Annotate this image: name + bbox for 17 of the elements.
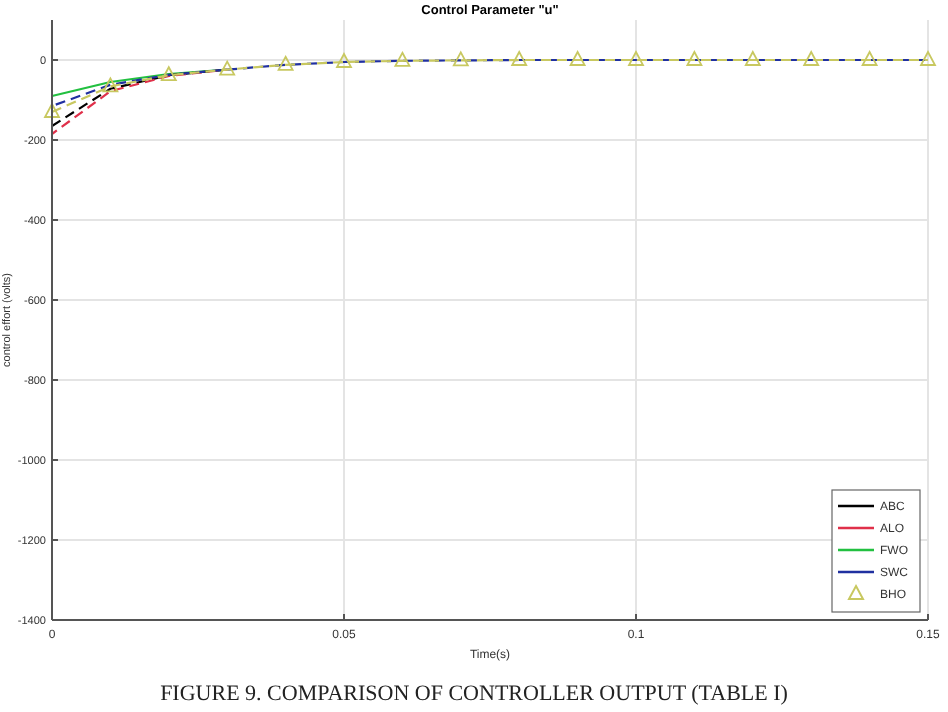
point (44, 103, 60, 118)
point (160, 66, 177, 82)
point (920, 51, 936, 66)
point (102, 77, 119, 93)
caption: FIGURE 9. COMPARISON OF CONTROLLER OUTPUT (TABLE I) (160, 682, 789, 706)
point (803, 51, 820, 66)
point (628, 51, 644, 66)
point (511, 51, 528, 66)
point (452, 51, 469, 67)
point (569, 51, 586, 66)
point (686, 51, 703, 66)
point (336, 53, 352, 68)
point (277, 55, 294, 71)
point (219, 60, 236, 76)
point (394, 51, 411, 67)
point (861, 51, 878, 66)
point (744, 51, 761, 66)
